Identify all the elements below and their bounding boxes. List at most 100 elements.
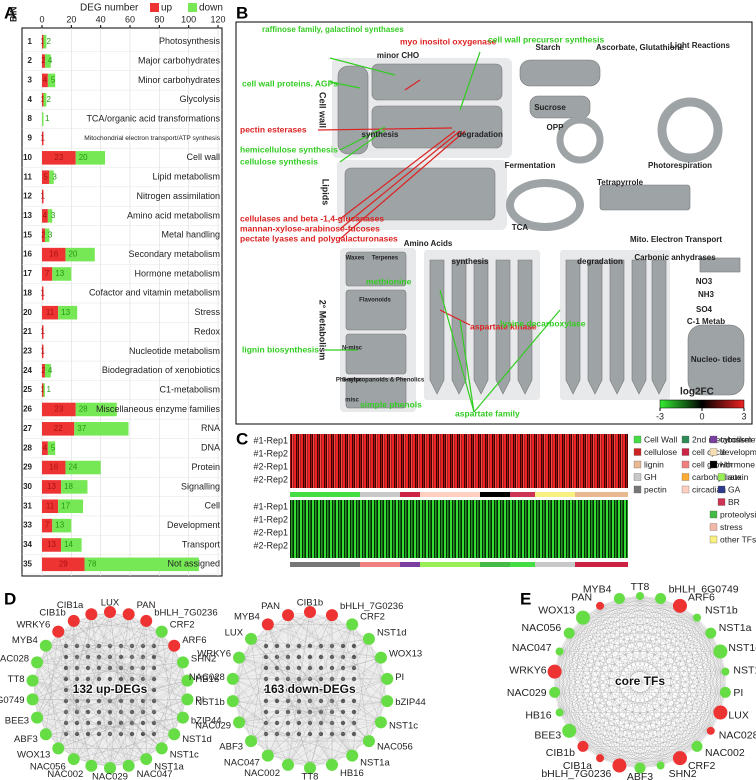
edge <box>599 605 726 672</box>
tf-node <box>85 759 98 772</box>
bin-number: 29 <box>23 463 32 472</box>
bar <box>42 383 44 397</box>
legend-swatch <box>681 435 690 444</box>
bar <box>44 228 50 243</box>
tf-label: bZIP44 <box>191 715 222 726</box>
tf-node <box>612 758 627 773</box>
edge <box>287 614 370 640</box>
bin-number: 13 <box>23 211 32 220</box>
tf-node <box>713 644 728 659</box>
edge <box>619 598 698 618</box>
edge <box>109 611 162 632</box>
edge <box>32 680 100 702</box>
edge <box>554 671 584 747</box>
value-label: 11 <box>46 501 55 510</box>
edge <box>569 730 641 769</box>
edge <box>146 662 184 760</box>
tf-label: CIB1b <box>297 598 323 609</box>
edge <box>582 746 680 759</box>
hub-node <box>274 687 280 693</box>
edge <box>265 657 381 691</box>
bar <box>42 54 45 68</box>
edge <box>32 645 144 681</box>
tf-label: NST1a <box>360 758 390 769</box>
edge <box>639 595 698 618</box>
edge <box>619 598 721 713</box>
edge <box>582 617 641 769</box>
tf-label: HB16 <box>195 674 219 685</box>
bar <box>58 305 78 320</box>
edge <box>569 598 620 634</box>
value-label: 22 <box>54 424 63 433</box>
edge <box>32 631 59 681</box>
tf-label: PAN <box>571 592 592 604</box>
legend-label: GA <box>728 484 741 494</box>
category-label: Cell <box>204 501 220 511</box>
edge <box>267 624 300 702</box>
tf-node <box>362 735 375 748</box>
edge <box>58 631 78 713</box>
annotation-bar <box>290 562 360 567</box>
tf-node <box>26 693 39 706</box>
color-scale <box>659 399 745 409</box>
edge <box>131 722 162 749</box>
edge <box>660 598 726 672</box>
edge <box>619 598 711 634</box>
edge <box>250 711 278 742</box>
edge <box>599 605 721 652</box>
edge <box>582 617 661 766</box>
edge <box>58 748 111 769</box>
edge <box>298 638 370 713</box>
value-label: 16 <box>49 250 58 259</box>
tf-node <box>555 708 564 717</box>
annotation-bar <box>480 562 510 567</box>
legend-swatch <box>633 460 642 469</box>
value-label: 4 <box>43 76 48 85</box>
edge <box>65 645 175 735</box>
annotation-bar <box>535 562 575 567</box>
heatmap-up <box>290 434 628 488</box>
tf-node <box>721 667 730 676</box>
legend-label: development <box>720 447 756 457</box>
annotation-bar <box>400 492 420 497</box>
x-tick-label: 0 <box>39 14 44 24</box>
region-label: SO4 <box>696 305 713 314</box>
region-label: Flavonoids <box>359 298 391 304</box>
edge <box>600 605 698 618</box>
edge <box>142 662 183 680</box>
tf-label: CRF2 <box>360 611 385 622</box>
edge <box>120 700 175 735</box>
region-label: Sucrose <box>534 103 566 112</box>
annotation-bar <box>400 562 420 567</box>
edge <box>599 633 711 759</box>
edge <box>232 624 268 680</box>
up-gene-label: pectate lyases and polygalacturonases <box>240 233 398 243</box>
tf-node <box>325 609 338 622</box>
tf-node <box>282 609 295 622</box>
tf-node <box>261 749 274 762</box>
legend-label: down <box>199 3 223 14</box>
bar <box>75 402 117 417</box>
edge <box>554 692 681 759</box>
edge <box>45 631 59 735</box>
tf-label: bHLH_7G0236 <box>340 601 403 612</box>
bar <box>47 441 56 455</box>
row-label: #2-Rep1 <box>253 527 288 537</box>
edge <box>45 722 155 735</box>
edge <box>250 638 333 765</box>
edge <box>554 632 711 693</box>
region-label: NO3 <box>696 277 713 286</box>
row-label: #1-Rep2 <box>253 514 288 524</box>
x-tick-label: 100 <box>181 14 196 24</box>
edge <box>569 632 698 747</box>
bin-number: 1 <box>28 37 33 46</box>
edge <box>559 651 641 769</box>
legend-label: BR <box>728 497 740 507</box>
bar <box>75 151 106 165</box>
bin-number: 8 <box>28 114 33 123</box>
edge <box>239 656 278 658</box>
value-label: 13 <box>47 540 56 549</box>
edge <box>554 671 620 766</box>
edge <box>109 614 129 702</box>
edge <box>554 605 601 693</box>
